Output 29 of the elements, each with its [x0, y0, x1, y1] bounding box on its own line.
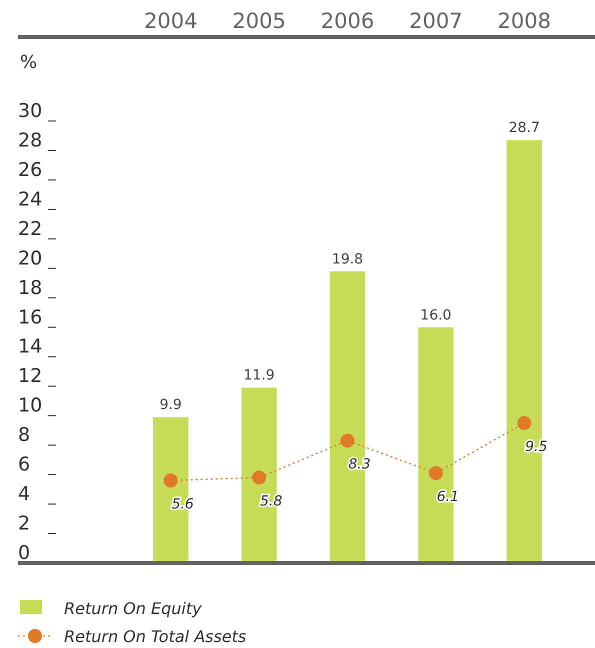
data-label: 9.9 [160, 397, 182, 414]
y-tick-label: 14 [18, 336, 42, 358]
y-tick-label: 8 [18, 424, 30, 446]
data-label: 28.7 [508, 120, 540, 136]
y-tick-label: 28 [18, 129, 42, 152]
y-tick-label: 22 [18, 218, 42, 240]
y-tick-label: 2 [18, 512, 30, 535]
y-tick-label: 30 [18, 100, 42, 122]
y-tick-label: 4 [18, 483, 30, 506]
y-axis-title: % [20, 52, 38, 73]
x-tick-label: 2008 [498, 9, 552, 33]
x-tick-label: 2004 [144, 9, 198, 33]
y-tick-label: 0 [18, 542, 30, 564]
legend-label: Return On Total Assets [64, 627, 246, 646]
x-tick-label: 2007 [409, 9, 463, 33]
y-tick-label: 18 [18, 276, 42, 299]
y-tick-label: 20 [18, 247, 42, 270]
y-tick-label: 10 [18, 394, 42, 417]
x-tick-label: 2006 [320, 9, 374, 33]
data-label: 11.9 [244, 368, 275, 384]
y-tick-label: 12 [18, 365, 42, 388]
y-tick-label: 6 [18, 454, 30, 476]
y-tick-label: 24 [18, 188, 42, 210]
y-tick-label: 16 [18, 306, 42, 328]
y-tick-label: 26 [18, 158, 42, 181]
data-label: 16.0 [420, 307, 452, 324]
data-label: 19.8 [332, 251, 364, 268]
legend-label: Return On Equity [64, 599, 202, 618]
x-tick-label: 2005 [232, 9, 286, 33]
